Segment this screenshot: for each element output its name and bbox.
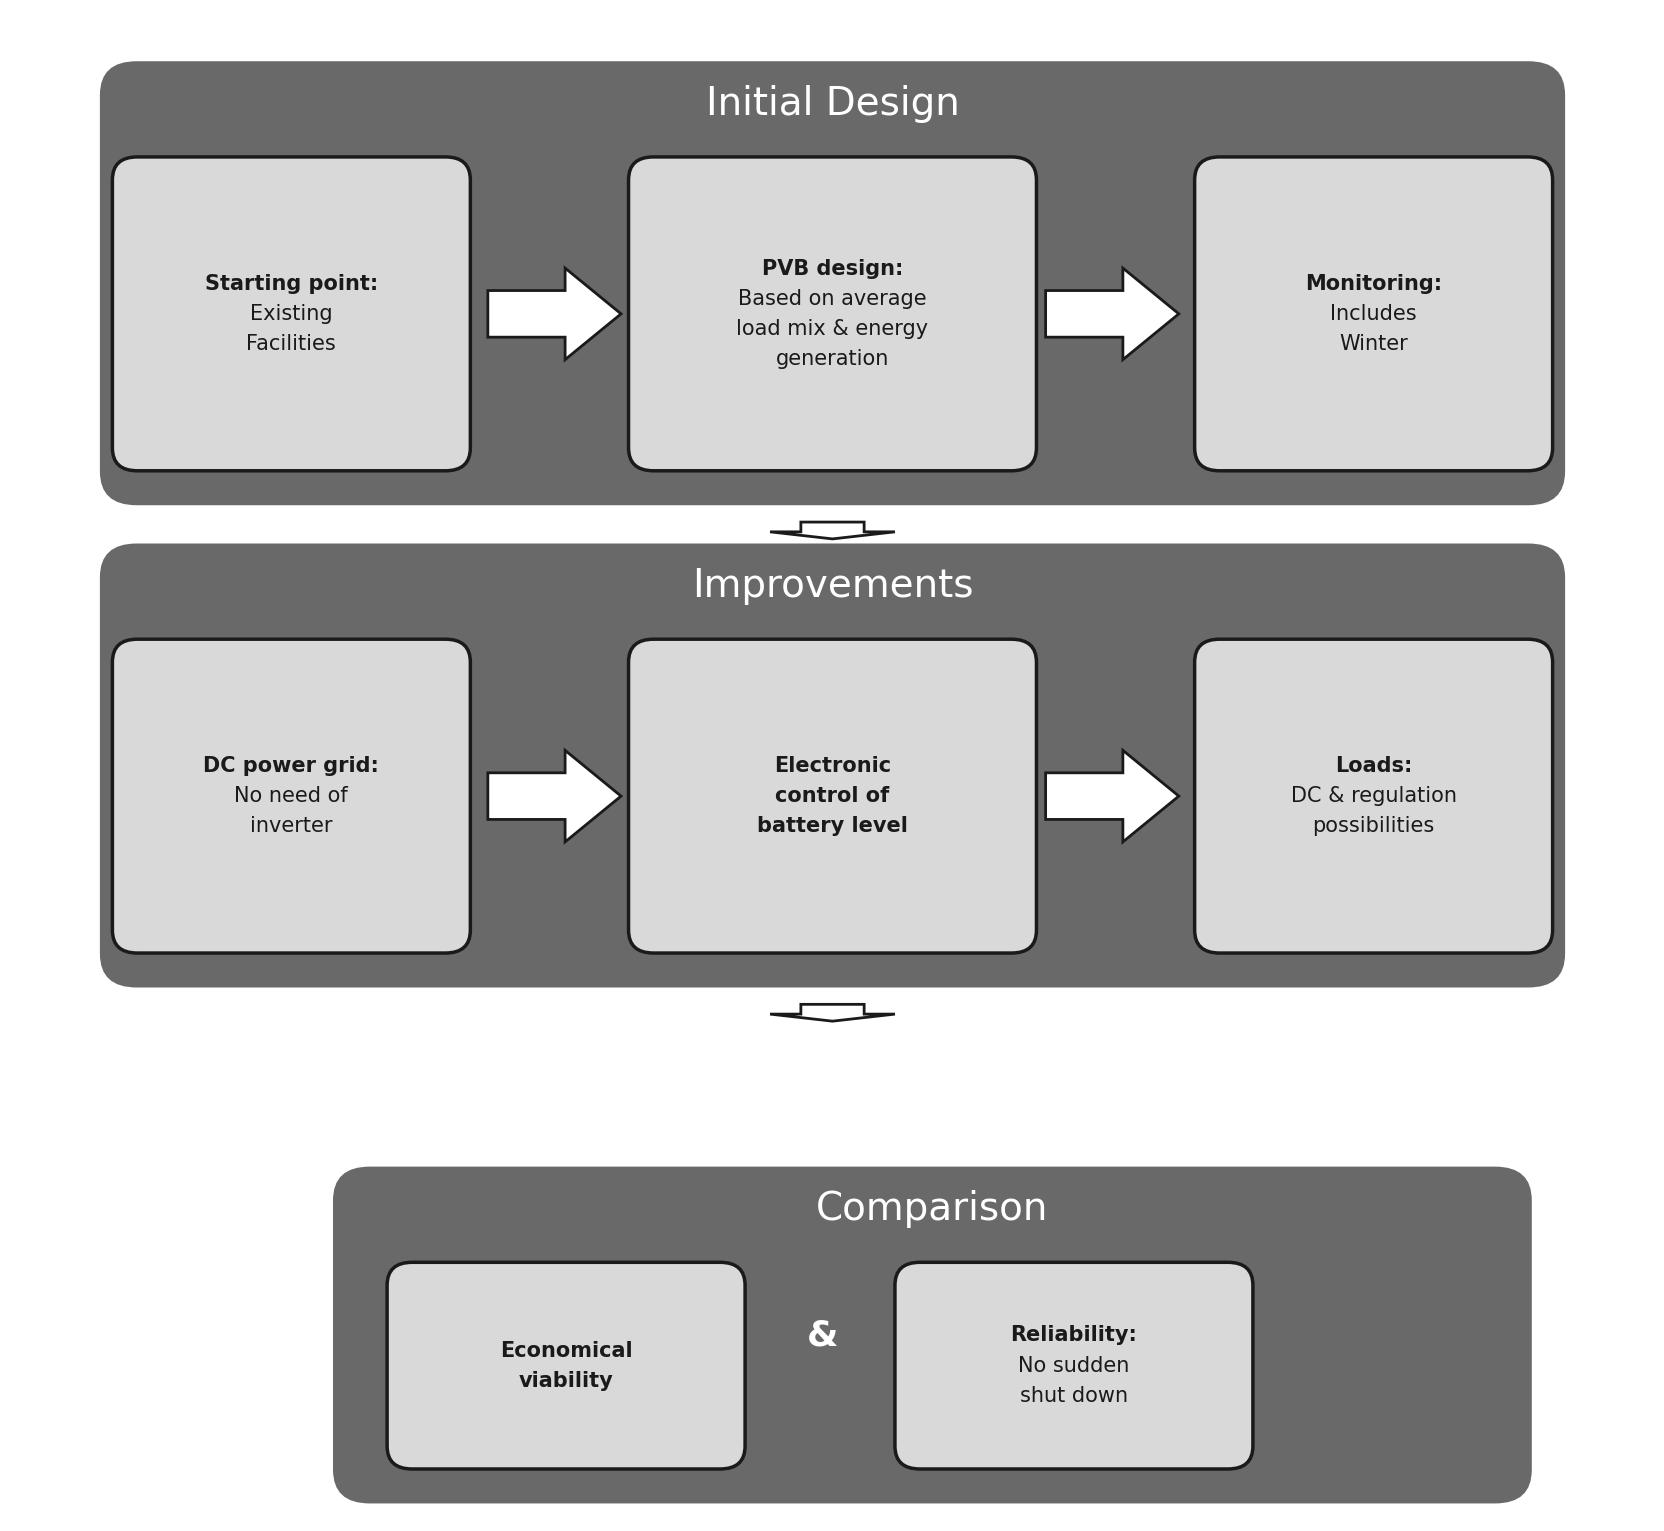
- Text: DC power grid:: DC power grid:: [203, 756, 379, 776]
- Text: PVB design:: PVB design:: [762, 259, 902, 279]
- Polygon shape: [488, 750, 621, 842]
- Polygon shape: [1045, 268, 1178, 360]
- Text: Electronic: Electronic: [774, 756, 890, 776]
- Text: Initial Design: Initial Design: [706, 86, 958, 122]
- Text: Based on average: Based on average: [737, 289, 927, 309]
- Text: inverter: inverter: [250, 816, 333, 836]
- Text: Facilities: Facilities: [246, 334, 336, 354]
- Text: No sudden: No sudden: [1018, 1355, 1128, 1376]
- Text: load mix & energy: load mix & energy: [735, 318, 929, 338]
- Text: Monitoring:: Monitoring:: [1305, 274, 1441, 294]
- FancyBboxPatch shape: [100, 544, 1564, 987]
- Text: Existing: Existing: [250, 303, 333, 325]
- Text: DC & regulation: DC & regulation: [1290, 785, 1456, 807]
- FancyBboxPatch shape: [333, 1167, 1531, 1503]
- Text: Improvements: Improvements: [691, 568, 973, 605]
- Text: generation: generation: [775, 349, 889, 369]
- Text: Loads:: Loads:: [1335, 756, 1411, 776]
- Polygon shape: [769, 522, 895, 539]
- FancyBboxPatch shape: [629, 640, 1035, 952]
- Polygon shape: [769, 1004, 895, 1021]
- Polygon shape: [488, 268, 621, 360]
- FancyBboxPatch shape: [1193, 158, 1551, 472]
- Text: Includes: Includes: [1330, 303, 1416, 325]
- Text: Starting point:: Starting point:: [205, 274, 378, 294]
- Text: &: &: [807, 1318, 837, 1352]
- Text: battery level: battery level: [757, 816, 907, 836]
- Text: possibilities: possibilities: [1311, 816, 1434, 836]
- FancyBboxPatch shape: [895, 1262, 1251, 1470]
- Text: shut down: shut down: [1020, 1386, 1127, 1405]
- Text: Reliability:: Reliability:: [1010, 1326, 1137, 1346]
- Polygon shape: [1045, 750, 1178, 842]
- Text: Economical: Economical: [499, 1341, 632, 1361]
- Text: No need of: No need of: [235, 785, 348, 807]
- FancyBboxPatch shape: [100, 61, 1564, 505]
- Text: viability: viability: [519, 1370, 612, 1390]
- FancyBboxPatch shape: [111, 158, 469, 472]
- Text: Winter: Winter: [1338, 334, 1408, 354]
- FancyBboxPatch shape: [629, 158, 1035, 472]
- FancyBboxPatch shape: [111, 640, 469, 952]
- FancyBboxPatch shape: [388, 1262, 744, 1470]
- Text: Comparison: Comparison: [815, 1191, 1048, 1228]
- Text: control of: control of: [775, 785, 889, 807]
- FancyBboxPatch shape: [1193, 640, 1551, 952]
